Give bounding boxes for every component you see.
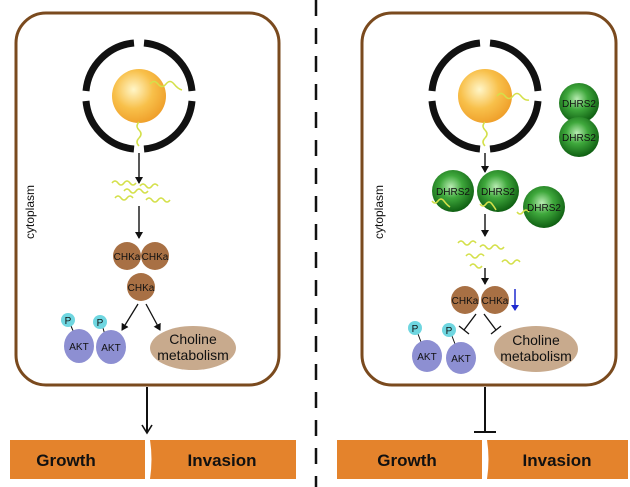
right-akt-label-1: AKT [417, 352, 436, 363]
right-akt-group: P P AKT AKT [408, 321, 476, 374]
right-choline-line1: Choline [512, 332, 560, 348]
right-akt-label-2: AKT [451, 354, 470, 365]
left-chka-1 [113, 242, 141, 270]
left-nuclear-envelope [82, 39, 196, 153]
right-phospho-2 [442, 323, 456, 337]
right-phospho-label-1: P [412, 324, 419, 335]
right-choline-strand-down [482, 121, 488, 147]
right-choline-strand [496, 92, 530, 101]
right-dhrs2-3 [432, 170, 474, 212]
left-chka-cluster: CHKa CHKa CHKa [113, 242, 169, 301]
right-chka-2 [481, 286, 509, 314]
right-dhrs2-label-3: DHRS2 [436, 187, 470, 198]
right-dhrs2-4 [477, 170, 519, 212]
right-choline-metabolism [494, 326, 578, 372]
right-dhrs2-label-2: DHRS2 [562, 133, 596, 144]
right-invasion-bar [487, 440, 628, 479]
left-akt-label-2: AKT [101, 343, 120, 354]
right-chka-1 [451, 286, 479, 314]
left-choline-waves [111, 180, 171, 203]
right-dhrs2-cluster: DHRS2 DHRS2 DHRS2 [431, 170, 565, 228]
right-cytoplasm-label: cytoplasm [372, 185, 386, 239]
left-panel: cytoplasm CHKa CHKa CHKa [10, 11, 296, 479]
left-nucleus [112, 69, 166, 123]
left-invasion-label: Invasion [188, 451, 257, 470]
right-chka-label-1: CHKa [452, 296, 479, 307]
left-cytoplasm-label: cytoplasm [23, 185, 37, 239]
left-choline-strand-down [136, 121, 142, 147]
left-phospho-label-2: P [97, 318, 104, 329]
right-panel: cytoplasm DHRS2 DHRS2 DHRS2 DHRS2 DHRS2 [337, 11, 628, 479]
left-akt-group: P P AKT AKT [61, 313, 126, 364]
right-growth-bar [337, 440, 482, 479]
left-akt-2 [96, 330, 126, 364]
right-inhibition-lines [458, 313, 502, 335]
left-chka-label-2: CHKa [142, 252, 169, 263]
right-dhrs2-2 [559, 117, 599, 157]
left-choline-strand [149, 80, 183, 91]
left-phospho-1 [61, 313, 75, 327]
left-akt-label-1: AKT [69, 342, 88, 353]
right-nuclear-envelope [428, 39, 542, 153]
left-arrow-to-akt [121, 303, 139, 331]
right-dhrs2-5 [523, 186, 565, 228]
right-choline-waves [457, 240, 521, 269]
right-chka-label-2: CHKa [482, 296, 509, 307]
left-arrow-to-choline [145, 303, 161, 331]
right-nucleus [458, 69, 512, 123]
left-choline-metabolism [150, 326, 236, 370]
left-growth-bar [10, 440, 145, 479]
right-choline-line2: metabolism [500, 348, 572, 364]
left-phospho-2 [93, 315, 107, 329]
left-choline-line1: Choline [169, 331, 217, 347]
right-phospho-label-2: P [446, 326, 453, 337]
left-invasion-bar [150, 440, 296, 479]
right-invasion-label: Invasion [523, 451, 592, 470]
left-chka-3 [127, 273, 155, 301]
left-phospho-label-1: P [65, 316, 72, 327]
right-dhrs2-label-1: DHRS2 [562, 99, 596, 110]
right-dhrs2-label-5: DHRS2 [527, 203, 561, 214]
right-growth-label: Growth [377, 451, 437, 470]
right-akt-2 [446, 342, 476, 374]
left-chka-label-3: CHKa [128, 283, 155, 294]
right-chka-cluster: CHKa CHKa [451, 286, 519, 314]
left-chka-2 [141, 242, 169, 270]
left-akt-1 [64, 329, 94, 363]
right-dhrs2-1 [559, 83, 599, 123]
right-dhrs2-label-4: DHRS2 [481, 187, 515, 198]
left-chka-label-1: CHKa [114, 252, 141, 263]
left-growth-label: Growth [36, 451, 96, 470]
right-akt-1 [412, 340, 442, 372]
right-phospho-1 [408, 321, 422, 335]
left-choline-line2: metabolism [157, 347, 229, 363]
